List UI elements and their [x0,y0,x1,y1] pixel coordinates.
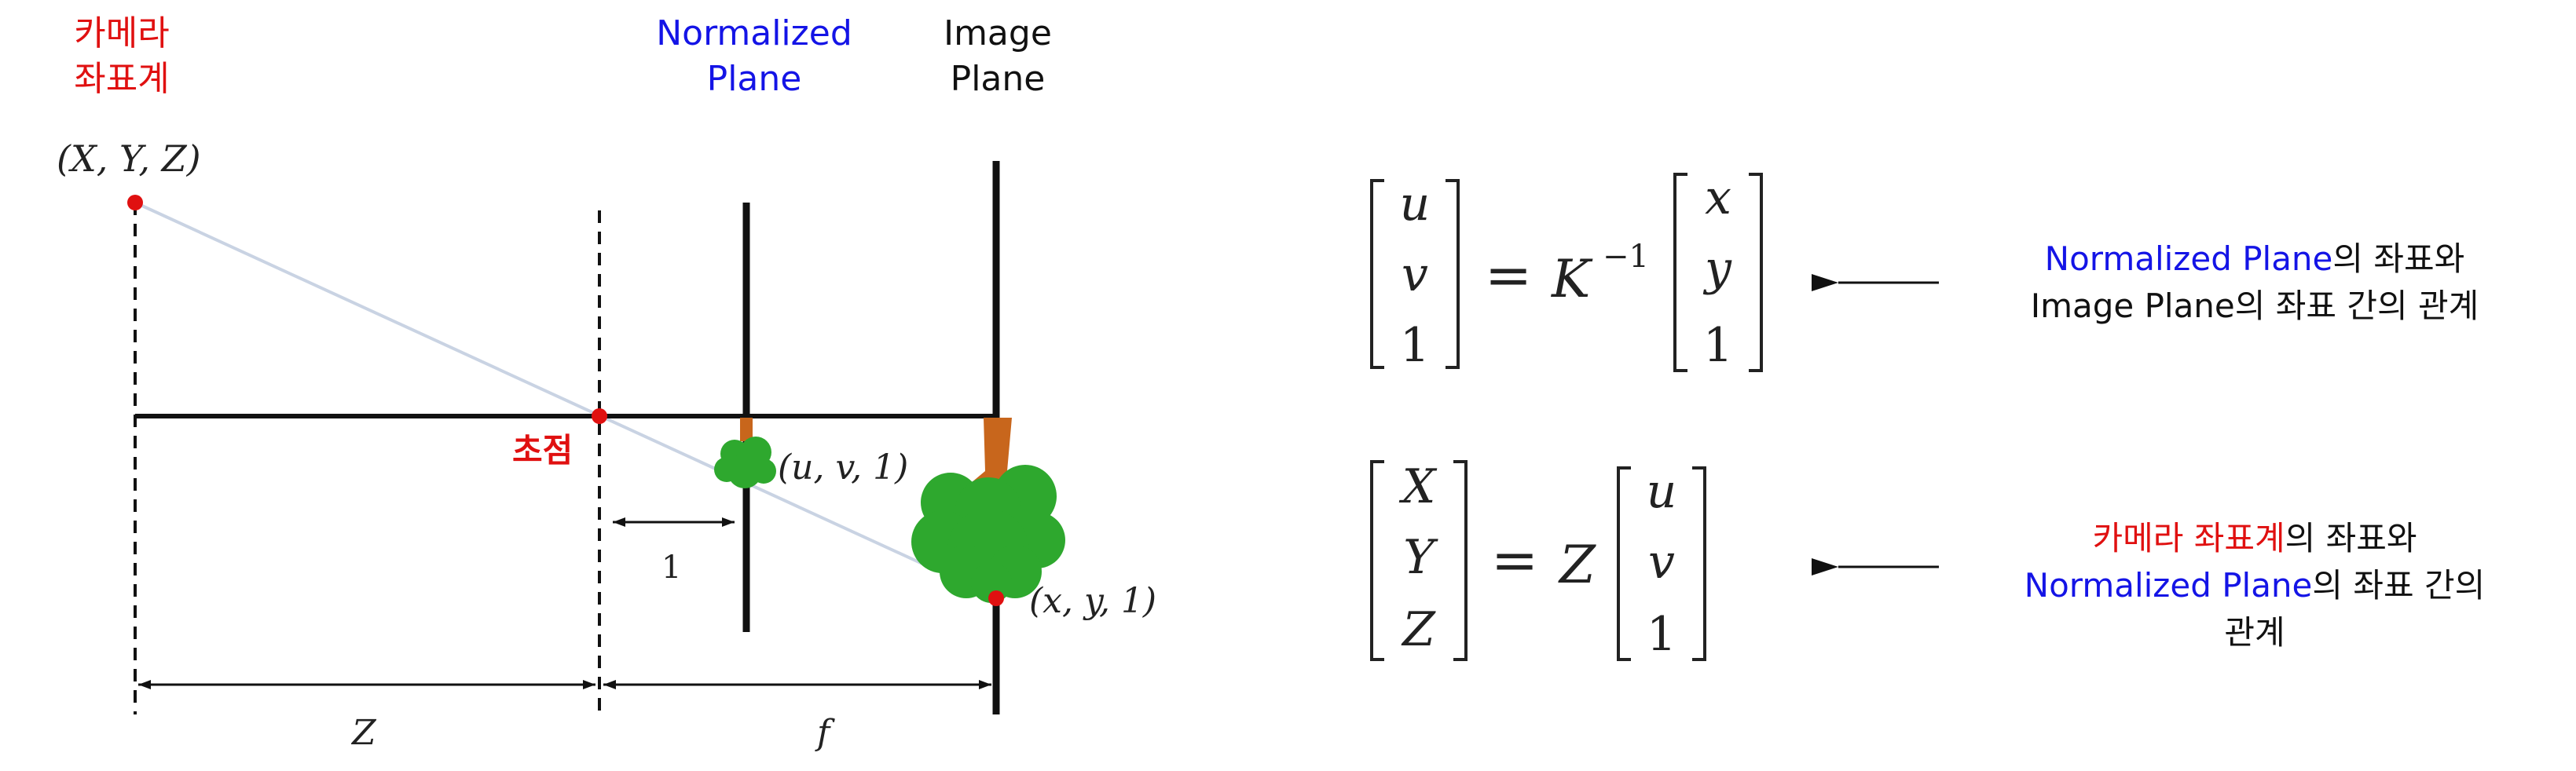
point-xyz-label: (X, Y, Z) [57,137,201,180]
eq1-k-exponent: −1 [1603,239,1649,275]
eq1-rhs-y: y [1702,241,1732,296]
large-tree-icon [911,418,1065,603]
note2-suffix2: 의 좌표 간의 [2312,566,2485,605]
eq2-z-factor: Z [1558,535,1596,595]
note1-suffix: 의 좌표와 [2332,239,2464,278]
eq1-k: K [1551,249,1593,309]
eq2-lhs-z: Z [1401,602,1436,657]
point-xy1-marker [988,590,1004,606]
eq2-rhs-bracket-right [1692,468,1705,660]
unit-distance-label: 1 [661,550,681,586]
note-1: Normalized Plane의 좌표와 Image Plane의 좌표 간의… [1980,236,2530,330]
eq1-lhs-v: v [1402,247,1428,302]
eq1-equals: = [1485,242,1532,308]
f-distance-label: f [815,713,835,753]
note1-line2: Image Plane의 좌표 간의 관계 [1980,283,2530,330]
note1-normalized-plane: Normalized Plane [2045,239,2333,278]
eq2-rhs-u: u [1647,464,1677,519]
note2-line2: Normalized Plane의 좌표 간의 [1980,562,2530,609]
note2-suffix1: 의 좌표와 [2285,519,2417,557]
eq1-lhs-1: 1 [1400,318,1430,373]
note2-normalized-plane: Normalized Plane [2025,566,2313,605]
note-2: 카메라 좌표계의 좌표와 Normalized Plane의 좌표 간의 관계 [1980,515,2530,656]
eq2-rhs-bracket-left [1618,468,1631,660]
eq2-rhs-1: 1 [1647,607,1676,662]
eq2-lhs-x: X [1399,459,1438,514]
equation-1: u v 1 = K −1 x y 1 [1372,170,1761,373]
eq2-lhs-y: Y [1403,530,1438,585]
note1-line1: Normalized Plane의 좌표와 [1980,236,2530,283]
point-xy1-label: (x, y, 1) [1029,581,1156,621]
eq2-lhs-bracket-right [1453,462,1466,660]
eq1-rhs-bracket-left [1675,174,1687,371]
note2-line3: 관계 [1980,609,2530,656]
eq2-lhs-bracket-left [1372,462,1384,660]
eq2-rhs-v: v [1648,535,1675,590]
small-tree-icon [714,418,776,488]
note2-line1: 카메라 좌표계의 좌표와 [1980,515,2530,562]
eq1-lhs-bracket-right [1446,181,1458,367]
z-distance-label: Z [350,713,377,753]
equation-2: X Y Z = Z u v 1 [1372,459,1705,662]
eq1-lhs-u: u [1400,177,1431,232]
point-xyz-marker [127,195,143,210]
note2-camera-coordinate: 카메라 좌표계 [2092,519,2285,557]
projection-ray [135,203,998,598]
eq1-rhs-bracket-right [1749,174,1761,371]
eq1-rhs-1: 1 [1703,318,1733,373]
focal-point-marker [592,408,607,424]
eq2-equals: = [1491,527,1538,593]
eq1-rhs-x: x [1705,170,1731,225]
point-uv1-label: (u, v, 1) [778,448,908,488]
eq1-lhs-bracket-left [1372,181,1384,367]
focal-point-label: 초점 [512,431,573,470]
